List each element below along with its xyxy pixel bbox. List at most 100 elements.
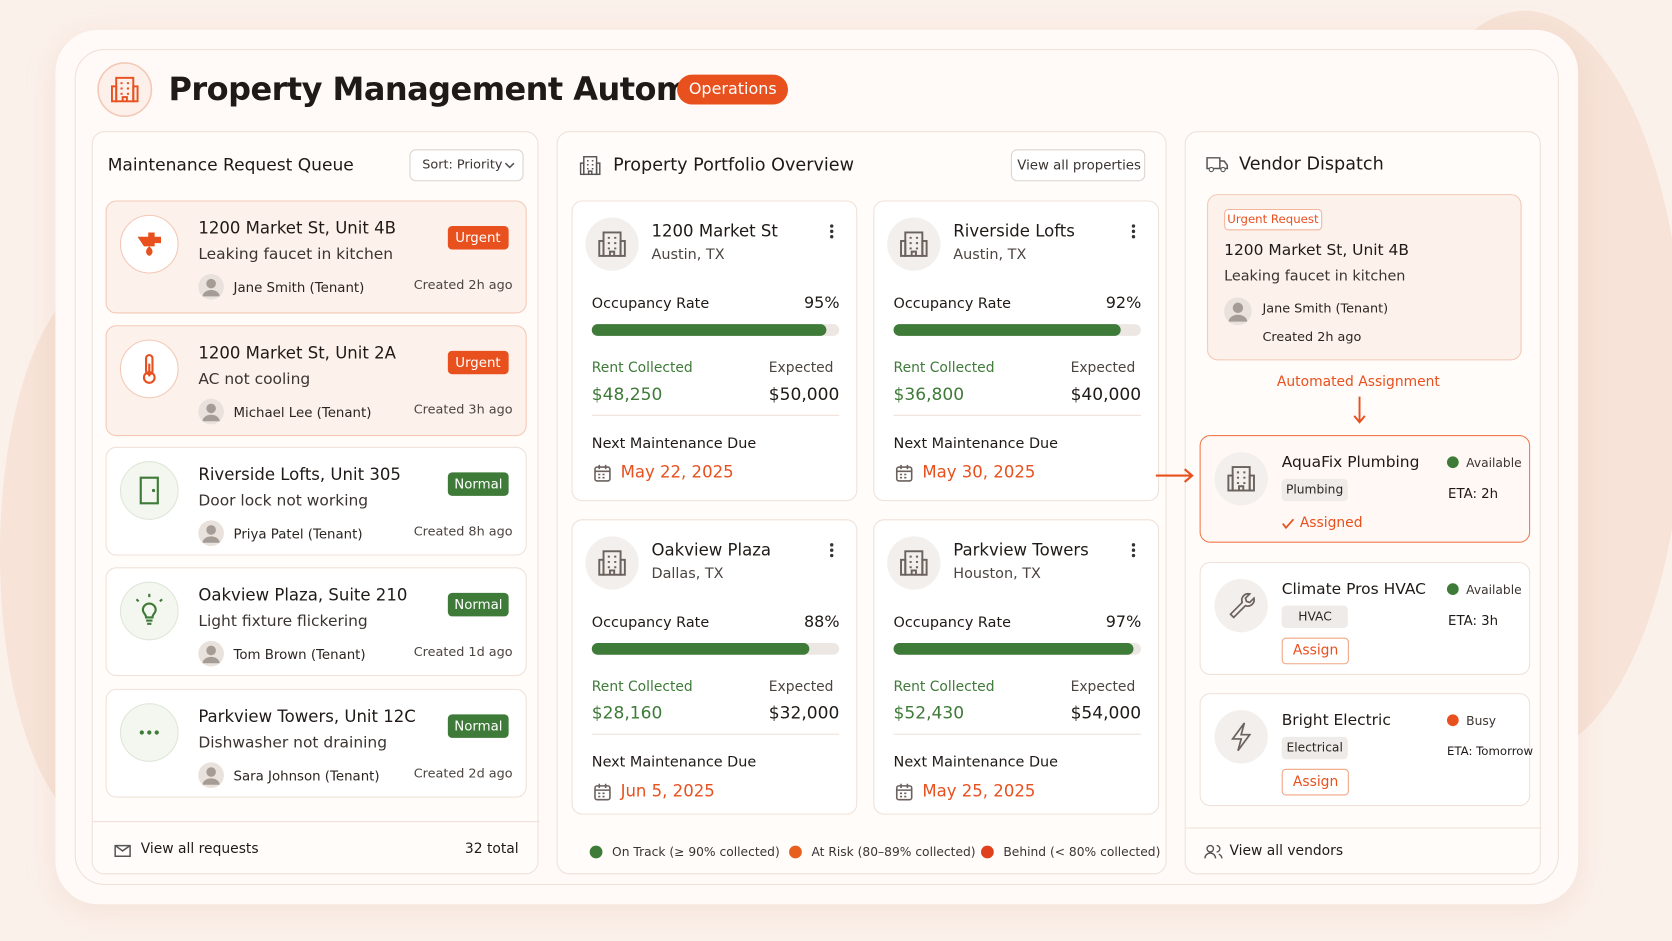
vendor-status: Available [1466, 581, 1522, 597]
calendar-icon [594, 464, 611, 482]
request-tenant: Michael Lee (Tenant) [233, 403, 372, 420]
legend-dot [789, 845, 802, 859]
calendar-icon [895, 783, 913, 801]
vendor-action[interactable]: Assign [1292, 642, 1339, 659]
more-menu [830, 543, 834, 558]
priority-label: Normal [454, 717, 503, 734]
request-card[interactable]: Riverside Lofts, Unit 305 Door lock not w… [105, 446, 527, 556]
occupancy-value: 88% [803, 612, 840, 632]
rent-label: Rent Collected [893, 359, 995, 376]
vendor-card[interactable]: Climate Pros HVAC HVAC Available ETA: 3h Ass… [1199, 561, 1531, 675]
request-icon [119, 461, 179, 520]
property-city: Austin, TX [953, 246, 1027, 264]
occupancy-track [893, 642, 1141, 655]
vendor-card[interactable]: AquaFix Plumbing Plumbing Available ETA: 2h… [1199, 435, 1531, 543]
priority-badge: Urgent [447, 226, 509, 250]
assign-button[interactable]: Assign [1281, 768, 1349, 796]
sort-dropdown[interactable]: Sort: Priority [409, 149, 524, 182]
request-address: Riverside Lofts, Unit 305 [198, 464, 401, 485]
maintenance-label: Next Maintenance Due [893, 754, 1059, 772]
vendor-footer: View all vendors [1185, 827, 1542, 875]
calendar-icon [895, 464, 913, 482]
vendor-action[interactable]: Assign [1292, 773, 1339, 790]
property-icon [585, 536, 639, 590]
status-dot [1446, 456, 1459, 469]
category-chip: Electrical [1281, 736, 1348, 760]
rent-value: $48,250 [591, 383, 663, 404]
vendor-icon [1214, 452, 1268, 506]
request-created: Created 8h ago [413, 523, 513, 539]
request-address: 1200 Market St, Unit 4B [1224, 241, 1409, 259]
occupancy-bar [893, 324, 1122, 336]
occupancy-value: 92% [1105, 293, 1142, 313]
property-icon [887, 536, 941, 590]
request-issue: Leaking faucet in kitchen [1224, 267, 1406, 285]
occupancy-label: Occupancy Rate [893, 614, 1011, 632]
button-label: View all properties [1017, 156, 1141, 173]
chevron-icon [504, 162, 515, 169]
category-label: Plumbing [1285, 481, 1344, 497]
vendor-icon [1214, 579, 1268, 633]
panel-title: Property Portfolio Overview [613, 154, 854, 176]
vendor-name: Bright Electric [1281, 711, 1391, 729]
property-card[interactable]: 1200 Market St Austin, TX Occupancy Rate 95… [571, 200, 858, 502]
occupancy-label: Occupancy Rate [591, 295, 710, 313]
vendor-eta: ETA: 2h [1448, 485, 1499, 502]
occupancy-bar [893, 642, 1134, 655]
occupancy-label: Occupancy Rate [591, 614, 710, 632]
vendor-card[interactable]: Bright Electric Electrical Busy ETA: Tomorr… [1199, 693, 1533, 807]
dispatched-request-card: Urgent Request 1200 Market St, Unit 4B Lea… [1207, 194, 1522, 361]
request-issue: Light fixture flickering [198, 612, 368, 630]
app-logo [97, 62, 153, 118]
priority-badge: Normal [447, 714, 509, 738]
request-card[interactable]: 1200 Market St, Unit 2A AC not cooling Mic… [105, 325, 527, 437]
property-card[interactable]: Oakview Plaza Dallas, TX Occupancy Rate 88%… [571, 519, 858, 815]
property-icon [887, 217, 941, 271]
occupancy-track [591, 324, 840, 336]
vendor-icon [1214, 710, 1268, 764]
request-created: Created 2d ago [413, 765, 513, 781]
property-name: Oakview Plaza [651, 540, 772, 560]
assign-button[interactable]: Assign [1281, 637, 1349, 665]
tag-label: Urgent Request [1227, 212, 1319, 226]
automated-assignment-label: Automated Assignment [1276, 373, 1440, 390]
occupancy-track [591, 642, 840, 655]
rent-label: Rent Collected [591, 678, 693, 695]
priority-label: Urgent [455, 229, 501, 246]
priority-badge: Urgent [447, 350, 509, 375]
vendor-panel: Vendor Dispatch Urgent Request 1200 Market… [1184, 131, 1542, 875]
more-menu [1131, 543, 1136, 558]
request-tenant: Priya Patel (Tenant) [233, 525, 363, 542]
view-all-properties-button[interactable]: View all properties [1010, 149, 1146, 182]
check-icon [1282, 518, 1295, 530]
view-all-requests[interactable]: View all requests [140, 840, 259, 857]
tenant-avatar [198, 520, 224, 546]
inbox-icon [114, 844, 131, 857]
tenant-avatar [198, 398, 224, 425]
priority-label: Normal [454, 475, 503, 492]
request-created: Created 2h ago [413, 277, 513, 293]
property-name: Parkview Towers [953, 540, 1089, 560]
category-chip: Plumbing [1281, 478, 1348, 502]
request-card[interactable]: Parkview Towers, Unit 12C Dishwasher not … [105, 688, 527, 798]
vendor-name: AquaFix Plumbing [1281, 453, 1420, 471]
request-tenant: Tom Brown (Tenant) [233, 646, 366, 663]
view-all-vendors[interactable]: View all vendors [1229, 842, 1344, 859]
category-chip: HVAC [1281, 605, 1348, 629]
request-card[interactable]: Oakview Plaza, Suite 210 Light fixture fl… [105, 567, 527, 677]
request-card[interactable]: 1200 Market St, Unit 4B Leaking faucet in… [105, 200, 527, 314]
request-created: Created 1d ago [413, 644, 513, 660]
maintenance-queue-panel: Maintenance Request Queue Sort: Priority 1… [91, 131, 540, 875]
property-card[interactable]: Parkview Towers Houston, TX Occupancy Rate… [873, 519, 1160, 815]
request-icon [119, 581, 179, 641]
property-card[interactable]: Riverside Lofts Austin, TX Occupancy Rate 9… [873, 200, 1160, 502]
request-created: Created 3h ago [413, 402, 513, 418]
tenant-avatar [198, 640, 224, 667]
occupancy-label: Occupancy Rate [893, 295, 1011, 313]
expected-label: Expected [1070, 359, 1136, 376]
maintenance-label: Next Maintenance Due [893, 435, 1059, 453]
request-tenant: Jane Smith (Tenant) [233, 279, 365, 296]
expected-label: Expected [1070, 678, 1136, 695]
vendor-status: Busy [1466, 712, 1497, 728]
